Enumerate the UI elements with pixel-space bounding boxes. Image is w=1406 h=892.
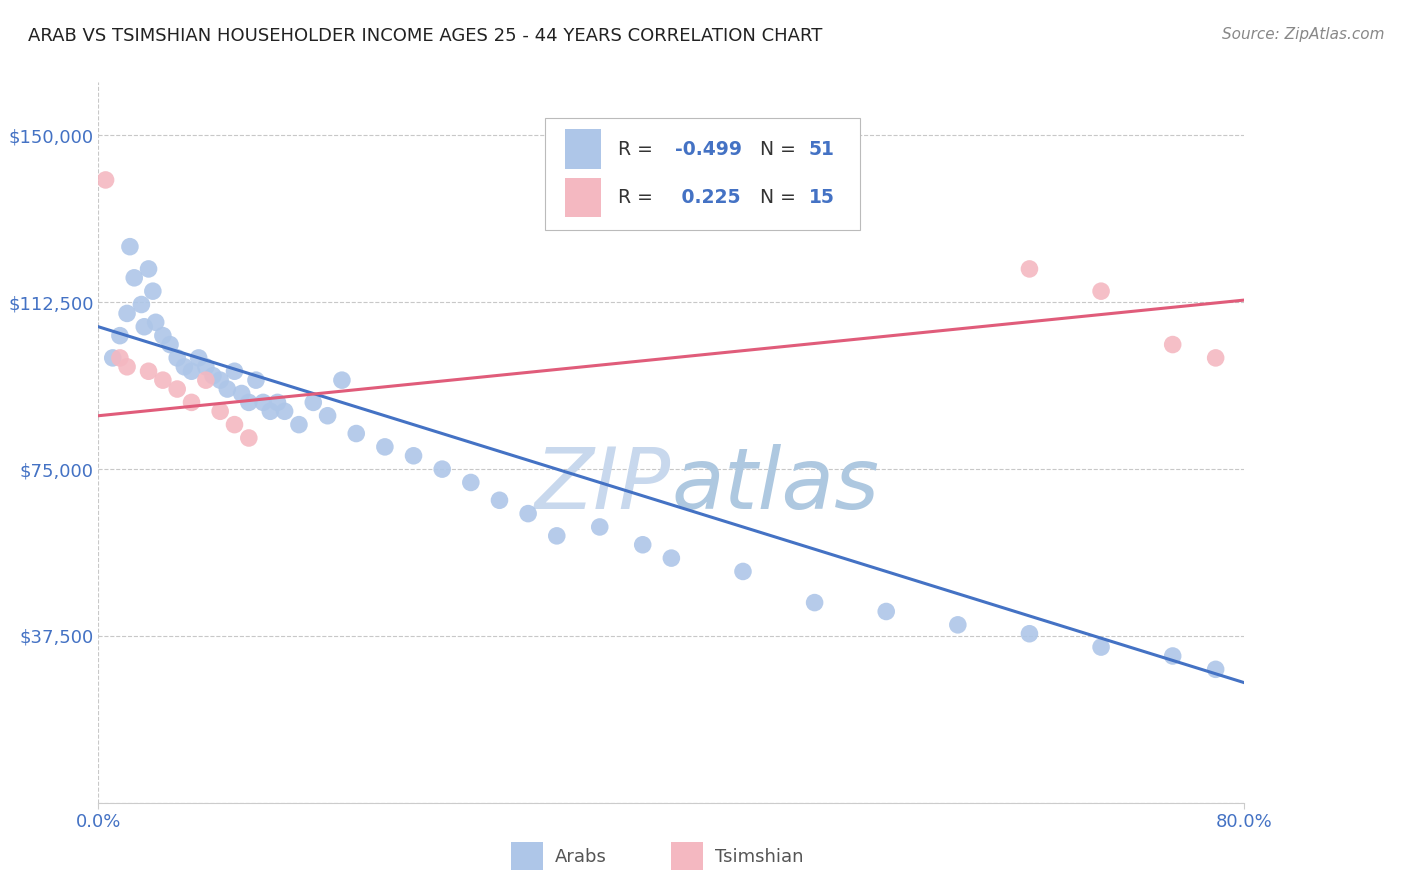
Point — [1090, 640, 1112, 654]
Point — [589, 520, 612, 534]
Point — [152, 373, 174, 387]
Point — [131, 297, 153, 311]
Point — [1161, 648, 1184, 663]
Point — [152, 328, 174, 343]
Point — [252, 395, 274, 409]
Text: atlas: atlas — [672, 444, 879, 527]
Point — [231, 386, 253, 401]
Point — [217, 382, 239, 396]
Point — [273, 404, 295, 418]
Point — [259, 404, 281, 418]
Text: N =: N = — [748, 139, 801, 159]
Point — [138, 261, 160, 276]
Point — [245, 373, 267, 387]
Text: N =: N = — [748, 188, 801, 207]
Point — [302, 395, 325, 409]
Point — [94, 173, 117, 187]
Point — [430, 462, 453, 476]
Point — [224, 364, 246, 378]
Text: ZIP: ZIP — [536, 444, 672, 527]
Point — [108, 351, 131, 365]
Point — [803, 596, 825, 610]
Point — [344, 426, 367, 441]
Bar — [510, 842, 543, 870]
Point — [194, 359, 217, 374]
Text: -0.499: -0.499 — [675, 139, 742, 159]
Point — [187, 351, 209, 365]
Point — [266, 395, 288, 409]
Point — [101, 351, 124, 365]
Point — [1161, 337, 1184, 351]
Point — [180, 364, 202, 378]
Text: R =: R = — [617, 139, 658, 159]
Point — [238, 431, 260, 445]
Point — [517, 507, 540, 521]
Text: 0.225: 0.225 — [675, 188, 741, 207]
Point — [238, 395, 260, 409]
Point — [661, 551, 683, 566]
Point — [118, 240, 141, 254]
FancyBboxPatch shape — [546, 118, 860, 230]
Point — [166, 382, 188, 396]
Point — [138, 364, 160, 378]
Point — [134, 319, 156, 334]
Point — [159, 337, 181, 351]
Point — [402, 449, 425, 463]
Point — [460, 475, 482, 490]
Text: 15: 15 — [808, 188, 835, 207]
Point — [546, 529, 568, 543]
Point — [1018, 626, 1040, 640]
Point — [1205, 351, 1227, 365]
Point — [330, 373, 353, 387]
Point — [166, 351, 188, 365]
Text: Arabs: Arabs — [554, 848, 606, 866]
Text: ARAB VS TSIMSHIAN HOUSEHOLDER INCOME AGES 25 - 44 YEARS CORRELATION CHART: ARAB VS TSIMSHIAN HOUSEHOLDER INCOME AGE… — [28, 27, 823, 45]
Point — [374, 440, 396, 454]
Point — [1090, 284, 1112, 298]
Point — [946, 617, 969, 632]
Point — [194, 373, 217, 387]
Point — [875, 605, 897, 619]
Point — [173, 359, 195, 374]
Point — [209, 373, 232, 387]
Bar — [565, 129, 602, 169]
Point — [115, 306, 138, 320]
Point — [1205, 662, 1227, 676]
Text: R =: R = — [617, 188, 658, 207]
Text: 51: 51 — [808, 139, 835, 159]
Point — [145, 315, 167, 329]
Point — [202, 368, 225, 383]
Bar — [672, 842, 703, 870]
Point — [731, 565, 754, 579]
Text: Source: ZipAtlas.com: Source: ZipAtlas.com — [1222, 27, 1385, 42]
Point — [209, 404, 232, 418]
Point — [180, 395, 202, 409]
Point — [1018, 261, 1040, 276]
Point — [316, 409, 339, 423]
Point — [488, 493, 510, 508]
Point — [224, 417, 246, 432]
Point — [631, 538, 654, 552]
Point — [288, 417, 311, 432]
Bar — [565, 178, 602, 218]
Point — [142, 284, 165, 298]
Point — [122, 270, 145, 285]
Point — [108, 328, 131, 343]
Point — [115, 359, 138, 374]
Text: Tsimshian: Tsimshian — [714, 848, 803, 866]
